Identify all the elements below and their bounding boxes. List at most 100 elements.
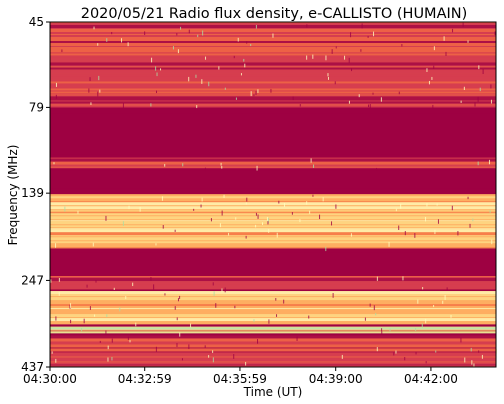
burst-speck	[161, 196, 163, 201]
band-stripe	[50, 342, 496, 344]
x-tick-label: 04:39:00	[309, 372, 363, 386]
burst-speck	[477, 96, 479, 102]
band-stripe	[50, 282, 496, 285]
spectrogram-plot	[49, 21, 497, 368]
burst-speck	[278, 200, 280, 204]
band-stripe	[50, 301, 496, 305]
burst-speck	[446, 287, 448, 291]
band-stripe	[50, 96, 496, 98]
burst-speck	[464, 357, 466, 363]
band-stripe	[50, 74, 496, 77]
burst-speck	[50, 279, 52, 283]
band-stripe	[50, 94, 496, 96]
burst-speck	[442, 300, 444, 304]
burst-speck	[253, 94, 255, 97]
burst-speck	[270, 88, 272, 93]
band-stripe	[50, 50, 496, 53]
burst-speck	[435, 350, 437, 353]
burst-speck	[376, 347, 378, 352]
burst-speck	[335, 204, 337, 209]
burst-speck	[98, 75, 100, 81]
burst-speck	[433, 304, 435, 308]
burst-speck	[425, 318, 427, 324]
burst-speck	[325, 55, 327, 61]
burst-speck	[55, 316, 57, 321]
band-stripe	[50, 351, 496, 353]
burst-speck	[436, 203, 438, 206]
burst-speck	[111, 31, 113, 35]
band-stripe	[50, 70, 496, 74]
band-stripe	[50, 91, 496, 94]
burst-speck	[369, 303, 371, 307]
burst-speck	[193, 208, 195, 211]
burst-speck	[204, 345, 206, 348]
burst-speck	[257, 89, 259, 93]
band-stripe	[50, 67, 496, 70]
burst-speck	[494, 31, 496, 36]
band-stripe	[50, 276, 496, 278]
burst-speck	[415, 328, 417, 331]
burst-speck	[245, 361, 247, 366]
band-stripe	[50, 164, 496, 166]
band-stripe	[50, 237, 496, 241]
band-stripe	[50, 83, 496, 87]
burst-speck	[358, 94, 360, 98]
burst-speck	[398, 225, 400, 231]
burst-speck	[490, 84, 492, 89]
burst-speck	[156, 72, 158, 77]
burst-speck	[205, 56, 207, 60]
burst-speck	[335, 46, 337, 49]
band-stripe	[50, 66, 496, 68]
burst-speck	[312, 54, 314, 59]
band-stripe	[50, 243, 496, 247]
burst-speck	[179, 332, 181, 337]
burst-speck	[467, 40, 469, 43]
band-stripe	[50, 288, 496, 290]
burst-speck	[395, 208, 397, 212]
burst-speck	[341, 354, 343, 359]
burst-speck	[89, 77, 91, 82]
burst-speck	[283, 203, 285, 207]
burst-speck	[162, 225, 164, 229]
burst-speck	[426, 203, 428, 207]
burst-speck	[422, 287, 424, 290]
band-stripe	[50, 55, 496, 58]
burst-speck	[182, 163, 184, 167]
burst-speck	[444, 294, 446, 300]
burst-speck	[245, 235, 247, 239]
burst-speck	[250, 91, 252, 97]
burst-speck	[327, 76, 329, 80]
x-tick-label: 04:30:00	[23, 372, 77, 386]
burst-speck	[310, 158, 312, 163]
burst-speck	[139, 206, 141, 212]
burst-speck	[398, 91, 400, 95]
burst-speck	[327, 73, 329, 77]
burst-speck	[331, 49, 333, 54]
burst-speck	[208, 81, 210, 87]
burst-speck	[308, 315, 310, 319]
band-stripe	[50, 25, 496, 28]
band-stripe	[50, 80, 496, 82]
burst-speck	[55, 358, 57, 363]
band-stripe	[50, 335, 496, 339]
burst-speck	[367, 35, 369, 38]
burst-speck	[443, 36, 445, 41]
band-stripe	[50, 225, 496, 228]
burst-speck	[481, 354, 483, 359]
burst-speck	[151, 57, 153, 63]
plot-frame	[49, 21, 497, 368]
burst-speck	[400, 203, 402, 209]
burst-speck	[204, 167, 206, 172]
burst-speck	[467, 196, 469, 200]
burst-speck	[201, 79, 203, 84]
band-stripe	[50, 206, 496, 210]
burst-speck	[463, 86, 465, 90]
burst-speck	[373, 31, 375, 37]
burst-speck	[255, 212, 257, 216]
burst-speck	[105, 215, 107, 221]
burst-speck	[471, 360, 473, 365]
burst-speck	[233, 354, 235, 359]
band-stripe	[50, 43, 496, 46]
burst-speck	[267, 218, 269, 223]
band-stripe	[50, 220, 496, 222]
